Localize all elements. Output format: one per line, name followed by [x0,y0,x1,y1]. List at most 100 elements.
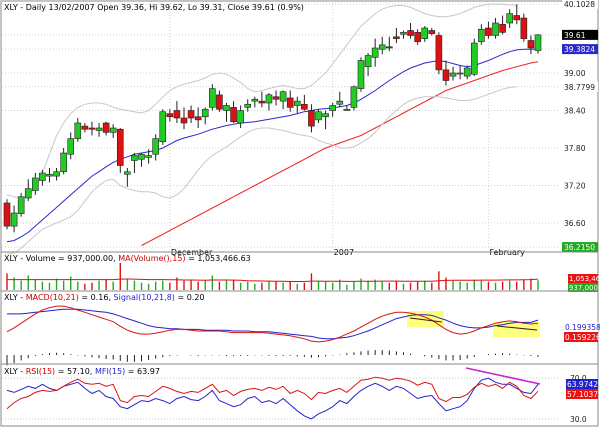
candle-body [506,13,513,24]
candle-body [470,42,478,75]
volume-legend: XLY - Volume = 937,000.00, MA(Volume(),1… [4,254,251,263]
rsi-y-axis: 70.0 30.0 [570,374,587,424]
macd-annotation-line-1 [409,317,443,323]
macd-value-label: 0.159226 [565,333,600,342]
candle-body [478,28,485,43]
price-value-box [562,81,598,92]
price-indicator-lines [6,3,539,255]
candle-body [173,110,181,119]
macd-legend-part: MACD(10,21) [26,293,79,302]
price-title: XLY - Daily 13/02/2007 Open 39.36, Hi 39… [4,3,304,12]
rsi-grid [2,377,560,420]
rsi-value-label: 57.1037 [567,390,598,399]
candle-body [194,116,202,121]
candle-body [152,138,159,155]
price-y-axis: 40.1028 39.61 39.3824 39.00 38.7799 38.40 37.8… [562,0,598,253]
candle-body [350,86,358,108]
price-value-box [562,242,598,253]
volume-ma [7,278,539,282]
rsi-legend: XLY - RSI(15) = 57.10, MFI(15) = 63.97 [4,367,160,376]
volume-legend-part: MA(Volume(),15) [118,254,185,263]
candle-body [428,30,436,34]
candle-body [95,127,103,131]
candle-body [343,108,351,111]
candle-body [145,155,152,158]
candle-body [449,72,457,77]
candle-body [485,27,492,36]
candle-body [534,34,542,51]
candle-body [513,15,521,21]
price-tick-label: 38.40 [564,107,586,116]
macd-annotation-line-2 [496,325,538,331]
price-value-label: 40.1028 [564,0,595,9]
macd-value-box [564,332,598,342]
candle-body [435,35,443,71]
candle-body [279,91,287,102]
candle-body [520,17,528,39]
rsi-value-label: 63.9742 [567,380,598,389]
candle-body [286,97,294,108]
candle-body [456,72,464,75]
candle-body [315,111,322,121]
candle-body [81,125,89,130]
price-value-label: 38.7799 [564,83,595,92]
price-value-box [562,0,598,10]
candle-body [237,110,244,124]
rsi-legend-part: RSI(15) [26,367,55,376]
candle-body [357,60,365,89]
macd-legend-part: Signal(10,21,8) [114,293,175,302]
macd-value-label: 0.199358 [565,323,600,332]
volume-value-label: 937,000 [569,284,598,292]
price-value-box [562,44,598,55]
macd-signal-line [7,308,539,340]
candle-body [378,44,386,50]
rsi-legend-part: = 57.10, [55,367,95,376]
price-line-bb-upper [6,3,517,199]
volume-value-box [568,274,598,283]
rsi-legend-part: XLY - [4,367,26,376]
candle-body [230,107,237,123]
rsi-line [6,376,539,410]
volume-ma-line [7,278,539,282]
candle-body [102,122,110,133]
candle-body [209,88,216,108]
candle-body [336,100,344,105]
volume-value-label: 1,053,466 [569,275,600,283]
candle-body [244,103,252,108]
candle-body [116,128,124,166]
candle-body [109,127,117,133]
price-value-label: 39.3824 [564,45,595,54]
volume-legend-part: = 937,000.00, [56,254,119,263]
candle-body [442,69,450,81]
macd-highlight-2 [493,322,540,337]
candle-body [74,122,82,139]
candle-body [386,46,393,49]
candle-body [24,188,32,199]
macd-legend-part: = 0.16, [79,293,114,302]
candle-body [371,47,379,58]
candle-body [308,110,315,127]
mfi-line [6,377,539,420]
rsi-tick-label: 30.0 [570,415,587,424]
rsi-value-box [566,389,598,399]
candle-body [180,117,188,124]
candle-body [216,94,223,110]
candle-body [463,67,471,77]
candle-body [421,27,429,39]
candle-body [32,177,39,191]
candle-body [138,153,145,160]
volume-legend-part: = 1,053,466.63 [186,254,251,263]
candle-body [159,111,167,143]
rsi-value-box [566,379,598,389]
candle-body [414,32,421,43]
macd-legend-part: = 0.20 [175,293,205,302]
candle-body [322,113,329,118]
candle-body [10,212,18,227]
candle-body [265,94,273,104]
macd-value-box [564,322,598,332]
candle-body [492,22,499,36]
candle-body [364,55,372,68]
